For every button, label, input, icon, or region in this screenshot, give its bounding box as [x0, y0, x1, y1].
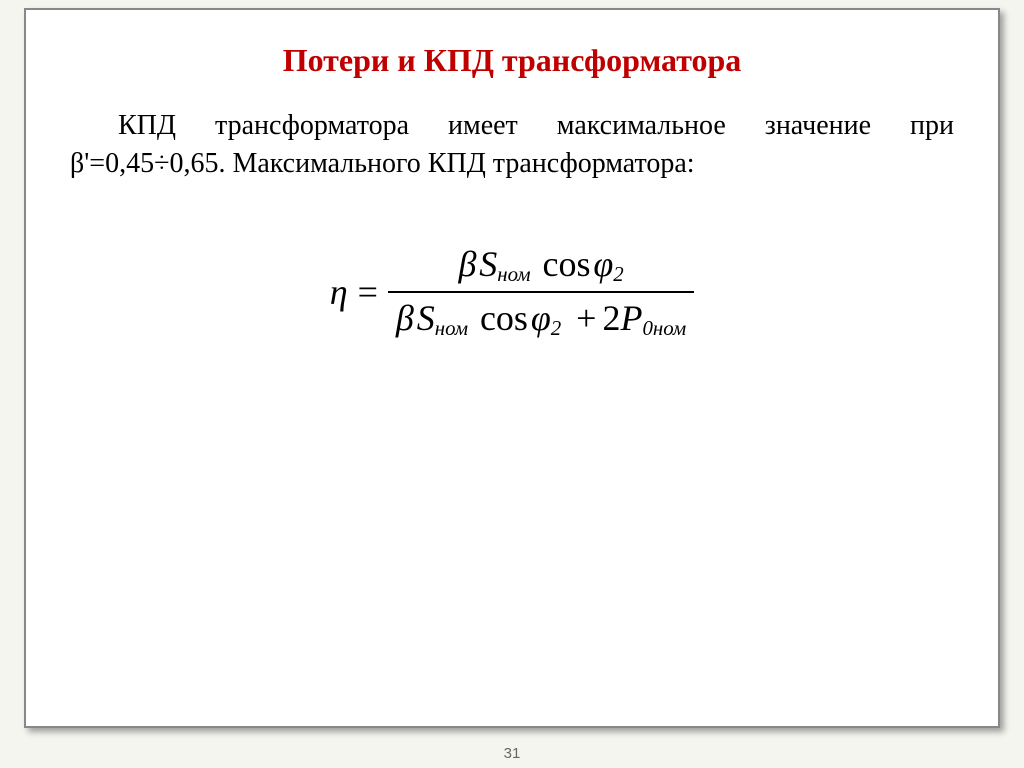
- den-phi-sub: 2: [551, 316, 561, 340]
- den-S: S: [417, 298, 435, 338]
- num-beta: β: [458, 244, 476, 284]
- den-two: 2: [602, 298, 620, 338]
- fraction: βSном cosφ2 βSном cosφ2 +2P0ном: [388, 243, 694, 341]
- num-phi: φ: [593, 244, 613, 284]
- efficiency-formula: η = βSном cosφ2 βSном cosφ2 +2P0ном: [330, 243, 695, 341]
- num-phi-sub: 2: [613, 262, 623, 286]
- denominator: βSном cosφ2 +2P0ном: [388, 293, 694, 341]
- num-S-sub: ном: [497, 262, 530, 286]
- num-cos: cos: [542, 244, 590, 284]
- den-plus: +: [576, 298, 596, 338]
- page-number: 31: [504, 745, 521, 762]
- equals-sign: =: [358, 271, 378, 313]
- formula-container: η = βSном cosφ2 βSном cosφ2 +2P0ном: [70, 243, 954, 341]
- den-P: P: [620, 298, 642, 338]
- formula-lhs: η: [330, 271, 348, 313]
- slide-title: Потери и КПД трансформатора: [70, 42, 954, 79]
- den-beta: β: [396, 298, 414, 338]
- den-S-sub: ном: [435, 316, 468, 340]
- body-paragraph: КПД трансформатора имеет максимальное зн…: [70, 107, 954, 183]
- den-phi: φ: [531, 298, 551, 338]
- numerator: βSном cosφ2: [450, 243, 631, 291]
- num-S: S: [479, 244, 497, 284]
- den-P-sub: 0ном: [642, 316, 686, 340]
- den-cos: cos: [480, 298, 528, 338]
- slide: Потери и КПД трансформатора КПД трансфор…: [24, 8, 1000, 728]
